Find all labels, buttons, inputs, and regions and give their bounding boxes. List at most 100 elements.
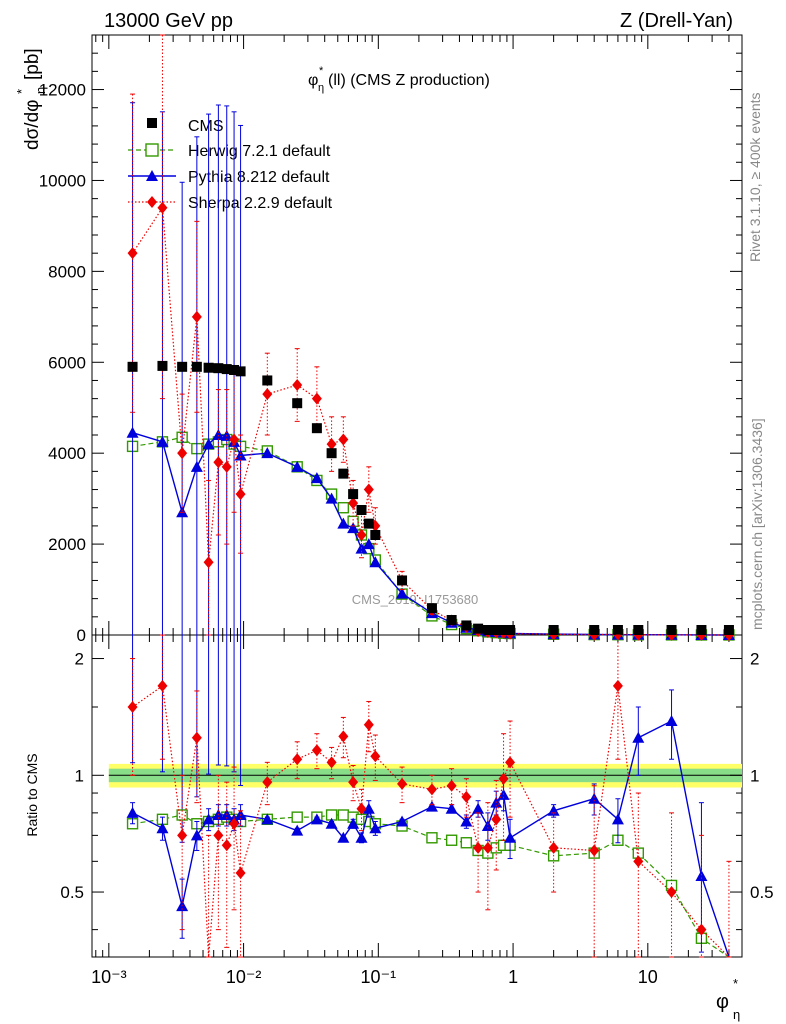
cms-point — [338, 468, 349, 479]
cms-point — [177, 361, 188, 372]
sherpa-main-point — [311, 392, 322, 405]
sherpa-main-point — [191, 310, 202, 323]
pythia-ratio-point — [504, 831, 517, 843]
main-ytick-label: 12000 — [39, 81, 86, 100]
sherpa-ratio-point — [326, 756, 337, 769]
cms-point — [589, 625, 600, 635]
main-ylabel-star: * — [14, 89, 29, 94]
ratio-frame — [91, 634, 743, 958]
sherpa-main-point — [177, 447, 188, 460]
sherpa-main-point — [127, 247, 138, 260]
cms-point — [446, 615, 457, 625]
sherpa-ratio-point — [338, 730, 349, 743]
sherpa-ratio-line — [132, 684, 730, 958]
sherpa-ratio-point — [311, 744, 322, 757]
analysis-watermark: CMS_2019_I1753680 — [352, 592, 479, 607]
sherpa-ratio-point — [262, 776, 273, 789]
sherpa-ratio-point — [696, 923, 707, 936]
sherpa-ratio-point — [235, 866, 246, 879]
sherpa-ratio-point — [370, 750, 381, 763]
sherpa-main-line — [132, 205, 729, 636]
cms-point — [157, 360, 168, 371]
pythia-main-point — [396, 587, 409, 599]
main-ylabel-text: dσ/dφ — [22, 100, 43, 150]
cms-point — [505, 625, 516, 635]
plot-title-phi: φ — [308, 72, 318, 89]
pythia-ratio-point — [632, 731, 645, 743]
sherpa-main-point — [221, 460, 232, 473]
pythia-ratio-point — [369, 822, 382, 834]
pythia-main-point — [126, 426, 139, 438]
pythia-ratio-point — [611, 813, 624, 825]
plot-title-text: (ll) (CMS Z production) — [328, 72, 490, 89]
pythia-main-point — [337, 517, 350, 529]
pythia-ratio-point — [362, 802, 375, 814]
main-ylabel-eta: η — [33, 87, 48, 94]
main-ytick-label: 4000 — [48, 444, 86, 463]
cms-point — [696, 625, 707, 635]
pythia-main-point — [234, 449, 247, 461]
ratio-ylabel: Ratio to CMS — [24, 753, 40, 836]
ratio-ytick-label: 2 — [75, 650, 84, 669]
ratio-band — [108, 763, 742, 788]
cms-point — [633, 625, 644, 635]
pythia-ratio-point — [310, 813, 323, 825]
legend-sherpa-marker — [147, 196, 157, 208]
cms-point — [229, 365, 240, 375]
pythia-ratio-point — [481, 820, 494, 832]
sherpa-ratio-point — [482, 841, 493, 854]
sherpa-ratio-point — [491, 813, 502, 826]
pythia-ratio-point — [347, 817, 360, 829]
herwig-ratio-point — [291, 811, 303, 823]
xlabel-star: * — [733, 976, 738, 991]
pythia-ratio-point — [325, 817, 338, 829]
sherpa-ratio-point — [356, 802, 367, 815]
xtick-label: 10⁻³ — [91, 967, 127, 987]
cms-point — [262, 375, 273, 386]
sherpa-main-point — [157, 201, 168, 214]
cms-point — [348, 489, 359, 500]
sherpa-ratio-point — [348, 776, 359, 789]
sherpa-ratio-point — [589, 844, 600, 857]
cms-point — [491, 625, 502, 635]
sherpa-main-point — [213, 456, 224, 469]
pythia-ratio-point — [190, 829, 203, 841]
sherpa-ratio-point — [127, 700, 138, 713]
legend-pythia: Pythia 8.212 default — [128, 169, 330, 186]
sherpa-ratio-point — [612, 679, 623, 692]
legend-herwig: Herwig 7.2.1 default — [128, 143, 331, 160]
sherpa-ratio-point — [157, 679, 168, 692]
pythia-ratio-point — [547, 804, 560, 816]
sherpa-ratio-point — [397, 777, 408, 790]
cms-point — [221, 364, 232, 375]
sherpa-main-point — [203, 556, 214, 569]
pythia-ratio-point — [355, 831, 368, 843]
cms-point — [612, 625, 623, 635]
plot-title: φ η * (ll) (CMS Z production) — [308, 65, 490, 94]
legend-pythia-marker — [146, 170, 158, 181]
pythia-ratio-point — [460, 815, 473, 827]
xtick-label: 10 — [638, 967, 658, 987]
sherpa-ratio-point — [633, 855, 644, 868]
sherpa-ratio-point — [363, 718, 374, 731]
pythia-ratio-point — [588, 792, 601, 804]
pythia-ratio-point — [337, 831, 350, 843]
mcplots-label: mcplots.cern.ch [arXiv:1306.3436] — [749, 418, 765, 630]
sherpa-main-point — [363, 483, 374, 496]
pythia-ratio-line — [132, 719, 730, 958]
main-ytick-label: 10000 — [39, 171, 86, 190]
xtick-label: 10⁻¹ — [361, 967, 397, 987]
ratio-ytick-label: 1 — [75, 766, 84, 785]
xlabel-eta: η — [733, 1007, 740, 1022]
pythia-ratio-point — [126, 806, 139, 818]
pythia-ratio-point — [291, 824, 304, 836]
sherpa-ratio-point — [191, 731, 202, 744]
cms-point — [666, 625, 677, 635]
sherpa-ratio-point — [548, 841, 559, 854]
sherpa-ratio-point — [292, 753, 303, 766]
sherpa-ratio-point — [461, 790, 472, 803]
sherpa-main-point — [262, 388, 273, 401]
ratio-ytick-label-right: 1 — [750, 766, 759, 785]
xlabel-phi: φ — [716, 991, 729, 1013]
